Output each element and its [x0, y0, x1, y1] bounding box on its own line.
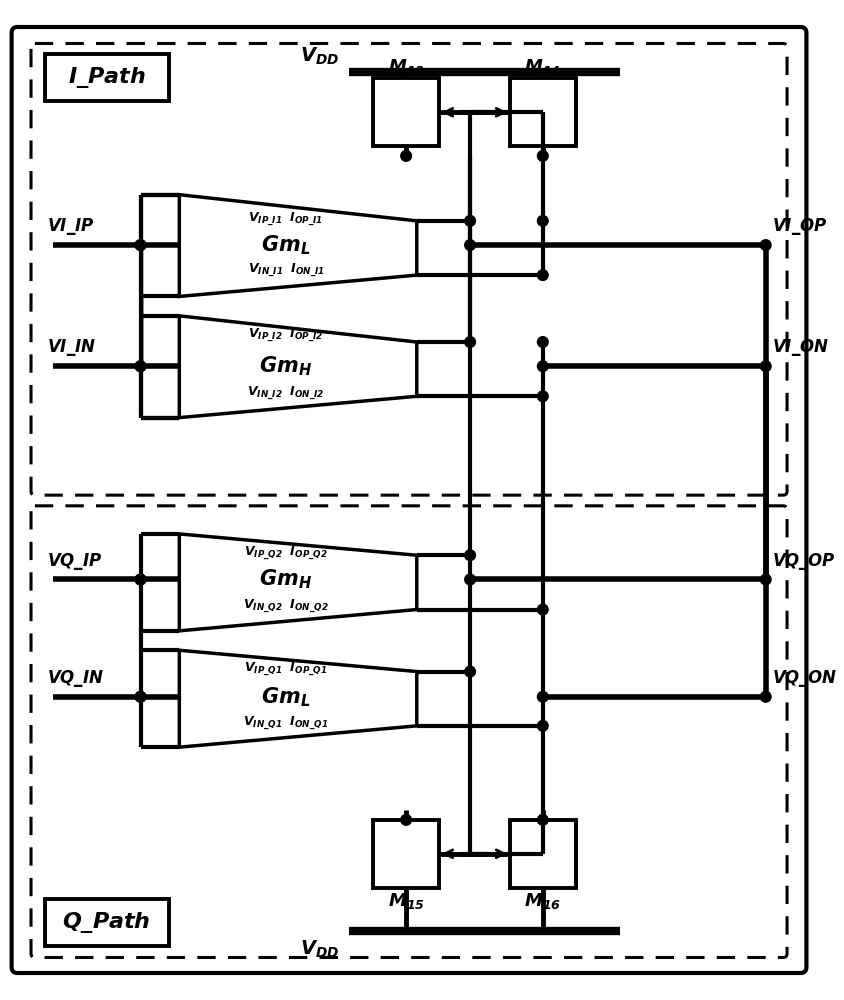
Polygon shape [179, 316, 417, 418]
Circle shape [135, 574, 146, 585]
Circle shape [135, 361, 146, 372]
FancyBboxPatch shape [31, 43, 787, 495]
Text: $\bfit{V}_{IN\_I1}\ \ \bfit{I}_{ON\_I1}$: $\bfit{V}_{IN\_I1}\ \ \bfit{I}_{ON\_I1}$ [247, 262, 324, 279]
Circle shape [465, 666, 475, 677]
Circle shape [760, 574, 771, 585]
Polygon shape [179, 195, 417, 296]
Circle shape [135, 240, 146, 250]
Bar [45, 899, 169, 946]
Circle shape [538, 721, 548, 731]
Text: $\bfit{V}_{IN\_Q1}\ \ \bfit{I}_{ON\_Q1}$: $\bfit{V}_{IN\_Q1}\ \ \bfit{I}_{ON\_Q1}$ [243, 714, 328, 732]
Circle shape [538, 151, 548, 161]
Text: $\bfit{Gm}_H$: $\bfit{Gm}_H$ [259, 568, 312, 591]
Text: $\bfit{V}_{IP\_Q2}\ \ \bfit{I}_{OP\_Q2}$: $\bfit{V}_{IP\_Q2}\ \ \bfit{I}_{OP\_Q2}$ [244, 545, 327, 562]
Circle shape [538, 391, 548, 402]
Text: $\bfit{VQ\_IN}$: $\bfit{VQ\_IN}$ [46, 668, 104, 689]
Text: $\bfit{Gm}_L$: $\bfit{Gm}_L$ [262, 685, 311, 709]
Circle shape [135, 574, 146, 585]
Polygon shape [179, 534, 417, 631]
Text: $\bfit{Q\_Path}$: $\bfit{Q\_Path}$ [62, 910, 151, 935]
Circle shape [135, 691, 146, 702]
Circle shape [538, 691, 548, 702]
Text: $\bfit{Gm}_L$: $\bfit{Gm}_L$ [262, 233, 311, 257]
Text: $\bfit{V}_{IN\_Q2}\ \ \bfit{I}_{ON\_Q2}$: $\bfit{V}_{IN\_Q2}\ \ \bfit{I}_{ON\_Q2}$ [243, 598, 329, 615]
Circle shape [760, 691, 771, 702]
Circle shape [538, 604, 548, 615]
Text: $\bfit{M}_{15}$: $\bfit{M}_{15}$ [387, 891, 425, 911]
Text: $\bfit{VQ\_OP}$: $\bfit{VQ\_OP}$ [771, 551, 835, 572]
Text: $\bfit{VI\_OP}$: $\bfit{VI\_OP}$ [771, 216, 827, 237]
Bar [373, 78, 439, 146]
Bar [45, 54, 169, 101]
Circle shape [760, 240, 771, 250]
Text: $\bfit{V}_{IN\_I2}\ \ \bfit{I}_{ON\_I2}$: $\bfit{V}_{IN\_I2}\ \ \bfit{I}_{ON\_I2}$ [247, 385, 325, 402]
Text: $\bfit{I\_Path}$: $\bfit{I\_Path}$ [68, 65, 145, 90]
Text: $\bfit{VI\_ON}$: $\bfit{VI\_ON}$ [771, 337, 829, 358]
Text: $\bfit{VQ\_ON}$: $\bfit{VQ\_ON}$ [771, 668, 836, 689]
Circle shape [465, 216, 475, 226]
Circle shape [401, 815, 412, 825]
Polygon shape [179, 650, 417, 747]
Text: $\bfit{M}_{14}$: $\bfit{M}_{14}$ [524, 57, 561, 77]
Text: $\bfit{V}_{IP\_Q1}\ \ \bfit{I}_{OP\_Q1}$: $\bfit{V}_{IP\_Q1}\ \ \bfit{I}_{OP\_Q1}$ [244, 661, 327, 678]
FancyBboxPatch shape [12, 27, 806, 973]
Text: $\bfit{V}_{DD}$: $\bfit{V}_{DD}$ [300, 939, 339, 960]
Circle shape [135, 691, 146, 702]
Text: $\bfit{V}_{IP\_I1}\ \ \bfit{I}_{OP\_I1}$: $\bfit{V}_{IP\_I1}\ \ \bfit{I}_{OP\_I1}$ [248, 210, 323, 228]
Text: $\bfit{M}_{13}$: $\bfit{M}_{13}$ [387, 57, 425, 77]
Circle shape [465, 550, 475, 561]
Circle shape [465, 240, 475, 250]
Circle shape [465, 574, 475, 585]
Circle shape [135, 361, 146, 372]
Text: $\bfit{V}_{DD}$: $\bfit{V}_{DD}$ [300, 45, 339, 67]
Circle shape [538, 216, 548, 226]
Circle shape [135, 240, 146, 250]
Text: $\bfit{V}_{IP\_I2}\ \ \bfit{I}_{OP\_I2}$: $\bfit{V}_{IP\_I2}\ \ \bfit{I}_{OP\_I2}$ [248, 327, 324, 344]
Circle shape [538, 361, 548, 372]
Circle shape [538, 815, 548, 825]
Text: $\bfit{Gm}_H$: $\bfit{Gm}_H$ [259, 354, 312, 378]
Bar [510, 78, 576, 146]
Bar [510, 820, 576, 888]
Circle shape [465, 337, 475, 347]
Circle shape [538, 270, 548, 280]
Text: $\bfit{VI\_IP}$: $\bfit{VI\_IP}$ [46, 216, 94, 237]
Circle shape [401, 151, 412, 161]
Bar [373, 820, 439, 888]
FancyBboxPatch shape [31, 506, 787, 957]
Text: $\bfit{VQ\_IP}$: $\bfit{VQ\_IP}$ [46, 551, 102, 572]
Circle shape [760, 361, 771, 372]
Circle shape [538, 337, 548, 347]
Text: $\bfit{VI\_IN}$: $\bfit{VI\_IN}$ [46, 337, 95, 358]
Text: $\bfit{M}_{16}$: $\bfit{M}_{16}$ [524, 891, 561, 911]
